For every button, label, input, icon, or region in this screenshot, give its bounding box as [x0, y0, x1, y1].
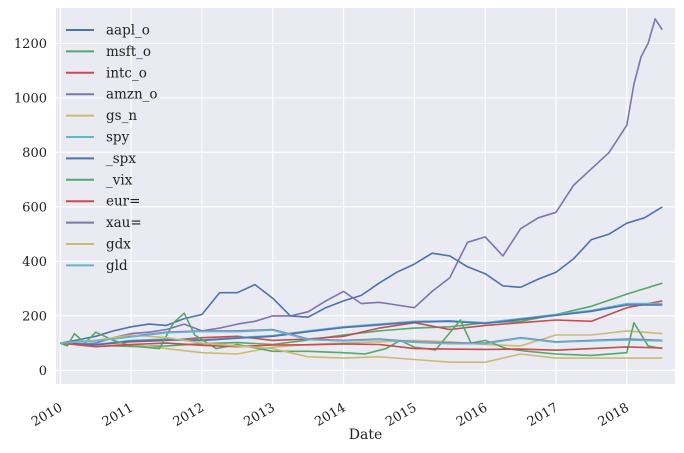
legend-item: eur= [66, 194, 140, 210]
legend-label: gs_n [106, 108, 137, 124]
x-axis-ticks: 2010 2011 2012 2013 2014 2015 2016 2017 2018 [29, 400, 632, 430]
legend-item: gld [66, 258, 128, 274]
legend-item: aapl_o [66, 23, 150, 39]
legend-label: gld [106, 258, 128, 274]
legend-item: _spx [66, 151, 136, 167]
y-tick-label: 0 [39, 364, 47, 379]
x-tick-label: 2016 [454, 400, 490, 430]
y-tick-label: 800 [22, 146, 47, 161]
x-tick-label: 2017 [525, 400, 561, 430]
y-tick-label: 600 [22, 200, 47, 215]
legend-label: spy [106, 130, 130, 146]
x-tick-label: 2014 [312, 400, 348, 430]
x-tick-label: 2012 [171, 400, 207, 430]
y-tick-label: 400 [22, 255, 47, 270]
series-lines [59, 18, 663, 363]
series-line-vix [59, 312, 663, 357]
series-line-gld [60, 329, 663, 345]
legend-label: gdx [106, 237, 131, 253]
legend-item: gdx [66, 237, 131, 253]
legend-item: gs_n [66, 108, 137, 124]
series-line-aapl-o [60, 206, 663, 344]
legend-label: xau= [106, 215, 142, 231]
x-tick-label: 2010 [29, 400, 65, 430]
legend-item: xau= [66, 215, 142, 231]
y-tick-label: 1200 [14, 37, 47, 52]
legend-item: amzn_o [66, 87, 158, 103]
y-axis-ticks: 0 200 400 600 800 1000 1200 [14, 37, 47, 379]
x-tick-label: 2015 [383, 400, 419, 430]
x-tick-label: 2018 [596, 400, 632, 430]
legend-label: aapl_o [106, 23, 150, 39]
legend-item: spy [66, 130, 130, 146]
legend-item: _vix [66, 172, 133, 188]
legend-label: _vix [106, 172, 133, 188]
legend-label: eur= [106, 194, 140, 210]
plot-background [56, 8, 675, 384]
series-line-gdx [60, 334, 663, 363]
legend-label: amzn_o [106, 87, 158, 103]
legend-item: msft_o [66, 44, 151, 60]
y-tick-label: 1000 [14, 91, 47, 106]
legend-label: msft_o [106, 44, 151, 60]
legend-item: intc_o [66, 65, 147, 81]
x-tick-label: 2013 [242, 400, 278, 430]
series-line-spx [60, 304, 663, 346]
legend-label: _spx [106, 151, 136, 167]
x-axis-label: Date [349, 427, 382, 443]
x-tick-label: 2011 [100, 400, 136, 430]
series-line-amzn-o [60, 18, 663, 346]
y-tick-label: 200 [22, 309, 47, 324]
series-line-eur [60, 342, 663, 351]
legend-label: intc_o [106, 65, 147, 81]
